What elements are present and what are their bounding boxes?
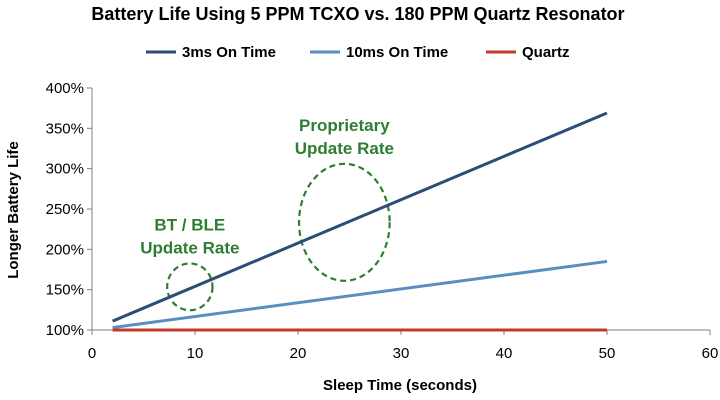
annotation-ellipses: [166, 162, 391, 312]
x-tick-label: 20: [290, 345, 307, 362]
series-line-3ms-on-time: [112, 111, 608, 323]
y-tick-label: 400%: [46, 80, 84, 97]
x-tick-label: 10: [187, 345, 204, 362]
annotation-text: Update Rate: [295, 139, 394, 158]
chart-title: Battery Life Using 5 PPM TCXO vs. 180 PP…: [91, 4, 624, 24]
y-axis-label: Longer Battery Life: [5, 141, 22, 279]
legend-label: 10ms On Time: [346, 44, 448, 61]
x-tick-label: 30: [393, 345, 410, 362]
legend-label: 3ms On Time: [182, 44, 276, 61]
x-axis-label: Sleep Time (seconds): [323, 377, 477, 394]
y-tick-label: 300%: [46, 161, 84, 178]
annotation-ellipse: [166, 262, 214, 312]
plot-area: 100% 150% 200% 250% 300% 350% 400% 0 10 20 30 40 50 6…: [46, 80, 719, 362]
annotation-text: Update Rate: [140, 238, 239, 257]
y-tick-label: 100%: [46, 322, 84, 339]
legend: 3ms On Time 10ms On Time Quartz: [146, 44, 570, 61]
annotation-text: Proprietary: [299, 116, 390, 135]
y-tick-label: 150%: [46, 282, 84, 299]
x-tick-label: 40: [496, 345, 513, 362]
series-line-10ms-on-time: [112, 259, 608, 330]
annotation-text: BT / BLE: [154, 215, 225, 234]
y-tick-label: 350%: [46, 120, 84, 137]
x-tick-label: 50: [599, 345, 616, 362]
x-tick-label: 0: [88, 345, 96, 362]
y-tick-label: 200%: [46, 241, 84, 258]
legend-label: Quartz: [522, 44, 570, 61]
x-tick-label: 60: [702, 345, 719, 362]
y-tick-label: 250%: [46, 201, 84, 218]
annotation-ellipse: [297, 162, 391, 282]
